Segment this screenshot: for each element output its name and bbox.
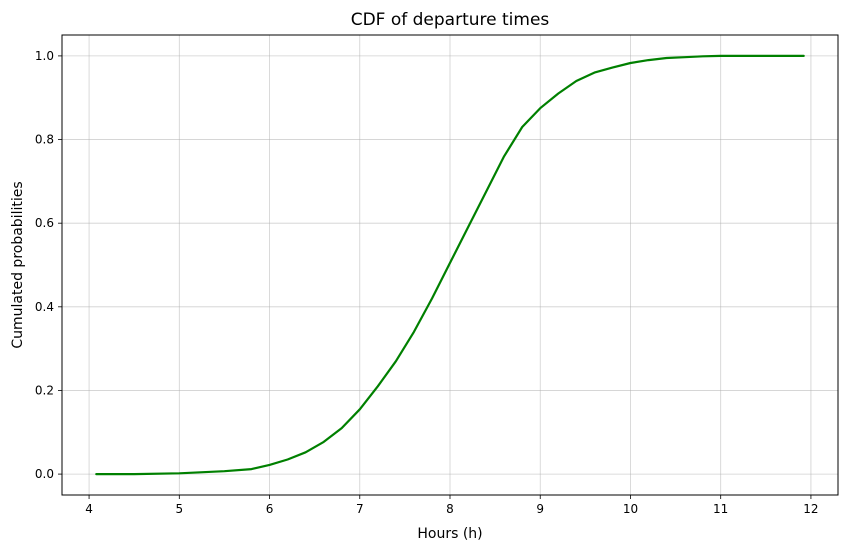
y-tick-label: 1.0	[35, 49, 54, 63]
x-tick-label: 9	[536, 502, 544, 516]
x-axis-label: Hours (h)	[417, 526, 482, 542]
chart-title: CDF of departure times	[351, 10, 550, 30]
x-tick-label: 12	[803, 502, 818, 516]
cdf-line	[95, 54, 805, 476]
y-axis-label: Cumulated probabilities	[10, 181, 26, 348]
y-tick-label: 0.8	[35, 133, 54, 147]
x-tick-label: 10	[623, 502, 638, 516]
x-tick-label: 8	[446, 502, 454, 516]
x-axis-ticks: 4 5 6 7 8 9 10 11 12	[85, 495, 819, 516]
y-tick-label: 0.4	[35, 300, 54, 314]
x-tick-label: 5	[175, 502, 183, 516]
y-tick-label: 0.2	[35, 383, 54, 397]
x-tick-label: 11	[713, 502, 728, 516]
plot-line-group	[95, 54, 805, 476]
x-tick-label: 4	[85, 502, 93, 516]
y-tick-label: 0.6	[35, 216, 54, 230]
grid-lines	[62, 35, 838, 495]
y-tick-label: 0.0	[35, 467, 54, 481]
x-tick-label: 6	[266, 502, 274, 516]
y-axis-ticks: 0.0 0.2 0.4 0.6 0.8 1.0	[35, 49, 62, 481]
x-tick-label: 7	[356, 502, 364, 516]
